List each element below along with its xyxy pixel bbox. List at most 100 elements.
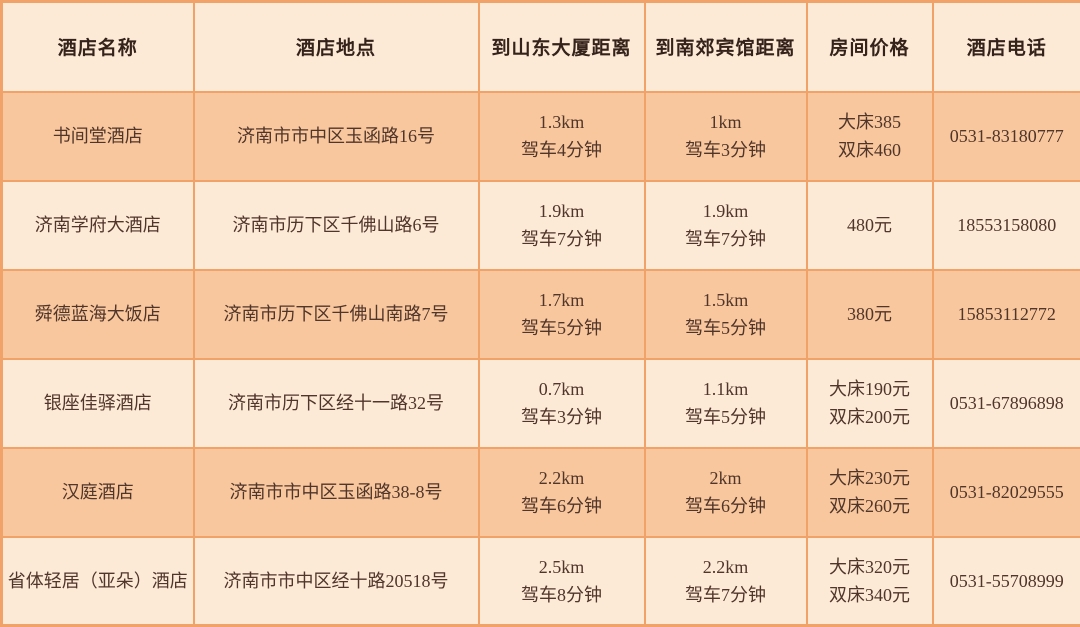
cell-name: 书间堂酒店 bbox=[0, 90, 195, 182]
cell-address: 济南市市中区玉函路16号 bbox=[192, 90, 480, 182]
cell-dist_nanjiao: 2.2km 驾车7分钟 bbox=[643, 535, 808, 627]
cell-line: 济南市市中区玉函路16号 bbox=[237, 126, 435, 146]
cell-line: 驾车7分钟 bbox=[521, 229, 602, 249]
cell-line: 大床190元 bbox=[829, 379, 910, 399]
cell-line: 驾车6分钟 bbox=[685, 496, 766, 516]
cell-name: 舜德蓝海大饭店 bbox=[0, 268, 195, 360]
header-cell-address: 酒店地点 bbox=[192, 0, 480, 93]
cell-line: 银座佳驿酒店 bbox=[43, 393, 152, 413]
cell-line: 双床260元 bbox=[829, 496, 910, 516]
cell-address: 济南市历下区千佛山路6号 bbox=[192, 179, 480, 271]
cell-price: 大床320元 双床340元 bbox=[805, 535, 934, 627]
table-row: 济南学府大酒店 济南市历下区千佛山路6号 1.9km 驾车7分钟 1.9km 驾车7分钟 4… bbox=[0, 179, 1080, 271]
cell-address: 济南市市中区经十路20518号 bbox=[192, 535, 480, 627]
cell-phone: 0531-67896898 bbox=[931, 357, 1080, 449]
cell-phone: 18553158080 bbox=[931, 179, 1080, 271]
cell-line: 1.5km bbox=[702, 290, 749, 310]
cell-dist_nanjiao: 2km 驾车6分钟 bbox=[643, 446, 808, 538]
cell-name: 济南学府大酒店 bbox=[0, 179, 195, 271]
cell-dist_shandong: 2.2km 驾车6分钟 bbox=[477, 446, 646, 538]
cell-line: 汉庭酒店 bbox=[61, 482, 134, 502]
cell-line: 驾车8分钟 bbox=[521, 584, 602, 605]
cell-line: 驾车5分钟 bbox=[521, 318, 602, 338]
cell-phone: 0531-55708999 bbox=[931, 535, 1080, 627]
cell-line: 380元 bbox=[847, 304, 892, 324]
cell-line: 大床385 bbox=[838, 112, 901, 132]
table-row: 银座佳驿酒店 济南市历下区经十一路32号 0.7km 驾车3分钟 1.1km 驾车5分钟 大… bbox=[0, 357, 1080, 449]
cell-dist_shandong: 1.9km 驾车7分钟 bbox=[477, 179, 646, 271]
cell-line: 驾车5分钟 bbox=[685, 318, 766, 338]
cell-line: 驾车3分钟 bbox=[521, 407, 602, 427]
cell-line: 480元 bbox=[847, 215, 892, 235]
cell-line: 1km bbox=[709, 112, 742, 132]
table-row: 书间堂酒店 济南市市中区玉函路16号 1.3km 驾车4分钟 1km 驾车3分钟 大床385… bbox=[0, 90, 1080, 182]
cell-line: 2.5km bbox=[538, 556, 585, 577]
cell-address: 济南市市中区玉函路38-8号 bbox=[192, 446, 480, 538]
cell-line: 济南市历下区经十一路32号 bbox=[228, 393, 444, 413]
cell-price: 大床385 双床460 bbox=[805, 90, 934, 182]
cell-line: 0531-67896898 bbox=[949, 393, 1064, 413]
cell-address: 济南市历下区千佛山南路7号 bbox=[192, 268, 480, 360]
cell-line: 15853112772 bbox=[957, 304, 1056, 324]
cell-line: 济南市历下区千佛山路6号 bbox=[232, 215, 440, 235]
cell-dist_shandong: 2.5km 驾车8分钟 bbox=[477, 535, 646, 627]
cell-phone: 0531-83180777 bbox=[931, 90, 1080, 182]
header-cell-dist_shandong: 到山东大厦距离 bbox=[477, 0, 646, 93]
cell-name: 省体轻居（亚朵）酒店 bbox=[0, 535, 195, 627]
cell-name: 汉庭酒店 bbox=[0, 446, 195, 538]
header-cell-price: 房间价格 bbox=[805, 0, 934, 93]
cell-address: 济南市历下区经十一路32号 bbox=[192, 357, 480, 449]
cell-price: 大床230元 双床260元 bbox=[805, 446, 934, 538]
cell-dist_nanjiao: 1km 驾车3分钟 bbox=[643, 90, 808, 182]
cell-dist_nanjiao: 1.5km 驾车5分钟 bbox=[643, 268, 808, 360]
cell-line: 大床230元 bbox=[829, 468, 910, 488]
cell-line: 18553158080 bbox=[957, 215, 1057, 235]
cell-name: 银座佳驿酒店 bbox=[0, 357, 195, 449]
cell-dist_shandong: 1.3km 驾车4分钟 bbox=[477, 90, 646, 182]
cell-line: 1.1km bbox=[702, 379, 749, 399]
cell-line: 2.2km bbox=[538, 468, 585, 488]
table-body: 书间堂酒店 济南市市中区玉函路16号 1.3km 驾车4分钟 1km 驾车3分钟 大床385… bbox=[0, 90, 1080, 627]
cell-phone: 0531-82029555 bbox=[931, 446, 1080, 538]
cell-price: 大床190元 双床200元 bbox=[805, 357, 934, 449]
cell-line: 2.2km bbox=[702, 556, 749, 577]
table-row: 舜德蓝海大饭店 济南市历下区千佛山南路7号 1.7km 驾车5分钟 1.5km 驾车5分钟… bbox=[0, 268, 1080, 360]
table-header: 酒店名称 酒店地点 到山东大厦距离 到南郊宾馆距离 房间价格 酒店电话 bbox=[0, 0, 1080, 93]
cell-line: 书间堂酒店 bbox=[52, 126, 143, 146]
cell-price: 480元 bbox=[805, 179, 934, 271]
cell-phone: 15853112772 bbox=[931, 268, 1080, 360]
cell-line: 驾车7分钟 bbox=[685, 584, 766, 605]
cell-line: 驾车3分钟 bbox=[685, 140, 766, 160]
cell-line: 0531-82029555 bbox=[949, 482, 1064, 502]
cell-line: 济南市历下区千佛山南路7号 bbox=[223, 304, 449, 324]
cell-line: 大床320元 bbox=[829, 556, 910, 577]
cell-line: 济南学府大酒店 bbox=[34, 215, 161, 235]
cell-line: 舜德蓝海大饭店 bbox=[34, 304, 161, 324]
cell-line: 驾车6分钟 bbox=[521, 496, 602, 516]
cell-line: 济南市市中区玉函路38-8号 bbox=[229, 482, 443, 502]
cell-line: 0.7km bbox=[538, 379, 585, 399]
header-cell-dist_nanjiao: 到南郊宾馆距离 bbox=[643, 0, 808, 93]
cell-line: 1.7km bbox=[538, 290, 585, 310]
cell-dist_shandong: 1.7km 驾车5分钟 bbox=[477, 268, 646, 360]
header-cell-name: 酒店名称 bbox=[0, 0, 195, 93]
cell-line: 驾车4分钟 bbox=[521, 140, 602, 160]
cell-line: 省体轻居（亚朵）酒店 bbox=[7, 570, 188, 591]
cell-line: 0531-55708999 bbox=[949, 570, 1064, 591]
cell-line: 双床460 bbox=[838, 140, 901, 160]
cell-line: 1.9km bbox=[702, 201, 749, 221]
cell-line: 1.9km bbox=[538, 201, 585, 221]
cell-line: 0531-83180777 bbox=[949, 126, 1064, 146]
header-cell-phone: 酒店电话 bbox=[931, 0, 1080, 93]
cell-line: 驾车5分钟 bbox=[685, 407, 766, 427]
cell-line: 双床200元 bbox=[829, 407, 910, 427]
cell-line: 2km bbox=[709, 468, 742, 488]
cell-dist_nanjiao: 1.1km 驾车5分钟 bbox=[643, 357, 808, 449]
cell-dist_nanjiao: 1.9km 驾车7分钟 bbox=[643, 179, 808, 271]
header-row: 酒店名称 酒店地点 到山东大厦距离 到南郊宾馆距离 房间价格 酒店电话 bbox=[0, 0, 1080, 93]
table-row: 省体轻居（亚朵）酒店 济南市市中区经十路20518号 2.5km 驾车8分钟 2.2km… bbox=[0, 535, 1080, 627]
table-row: 汉庭酒店 济南市市中区玉函路38-8号 2.2km 驾车6分钟 2km 驾车6分钟 大床23… bbox=[0, 446, 1080, 538]
cell-line: 驾车7分钟 bbox=[685, 229, 766, 249]
cell-line: 1.3km bbox=[538, 112, 585, 132]
